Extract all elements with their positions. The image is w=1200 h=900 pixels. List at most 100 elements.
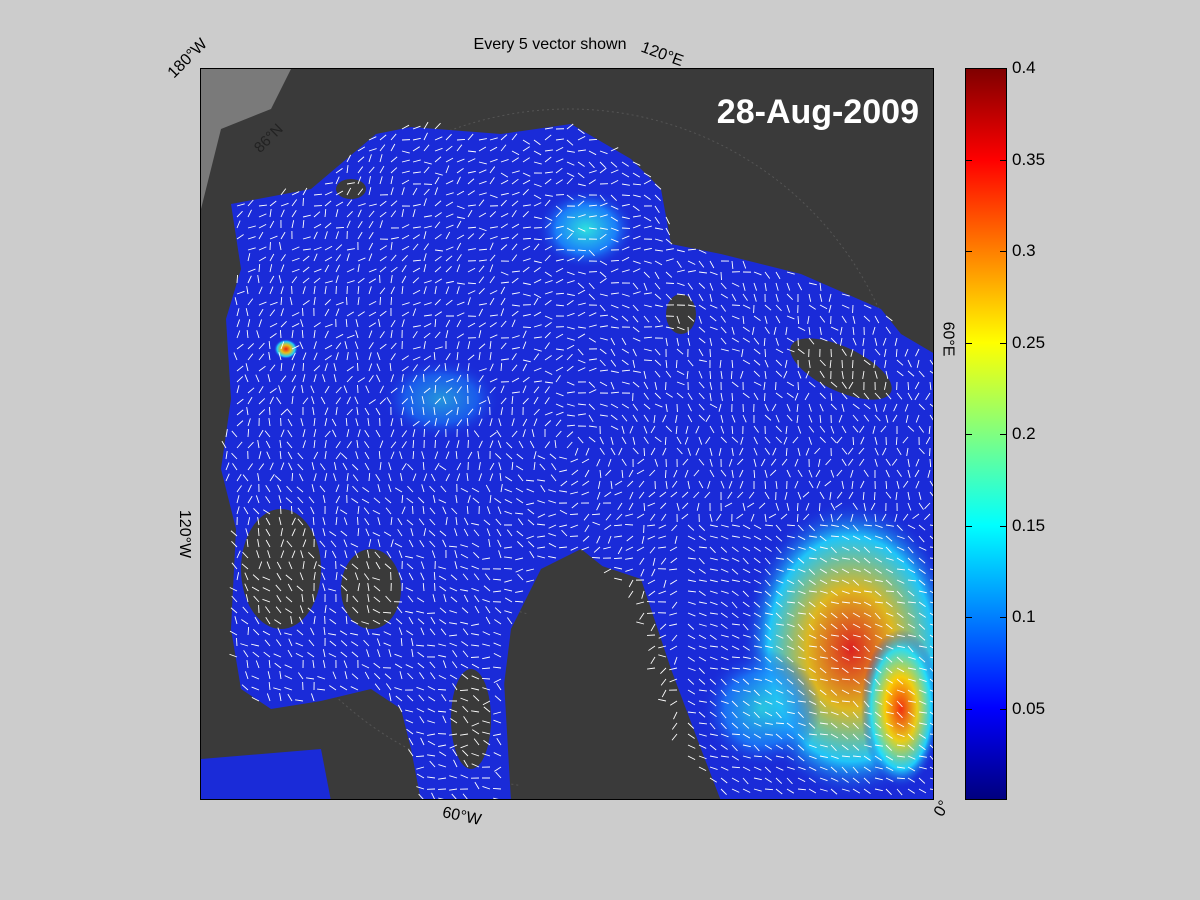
drift-vector: [442, 660, 447, 669]
drift-vector: [533, 348, 542, 352]
drift-vector: [273, 653, 282, 658]
drift-vector: [841, 689, 850, 695]
drift-vector: [522, 237, 532, 240]
drift-vector: [313, 374, 317, 383]
drift-vector: [629, 491, 634, 500]
drift-vector: [863, 546, 871, 553]
drift-vector: [676, 447, 683, 455]
drift-vector: [654, 348, 661, 356]
drift-vector: [379, 200, 387, 207]
drift-vector: [526, 488, 535, 493]
drift-vector: [687, 744, 696, 749]
drift-vector: [693, 491, 700, 499]
drift-vector: [456, 176, 461, 185]
drift-vector: [907, 711, 915, 717]
drift-vector: [221, 440, 227, 449]
drift-vector: [266, 561, 271, 570]
drift-vector: [280, 308, 284, 317]
drift-vector: [786, 755, 795, 761]
drift-vector: [786, 601, 796, 604]
drift-vector: [244, 572, 249, 581]
drift-vector: [907, 722, 916, 728]
drift-vector: [830, 788, 838, 795]
drift-vector: [819, 392, 826, 400]
drift-vector: [375, 429, 381, 438]
drift-vector: [346, 154, 352, 163]
drift-vector: [284, 632, 293, 636]
drift-vector: [477, 451, 480, 460]
drift-vector: [313, 231, 318, 240]
drift-vector: [808, 777, 816, 783]
drift-vector: [687, 557, 696, 560]
drift-vector: [438, 744, 447, 747]
drift-vector: [682, 502, 689, 510]
drift-vector: [445, 387, 453, 394]
drift-vector: [533, 293, 542, 299]
drift-vector: [786, 304, 791, 313]
drift-vector: [797, 315, 800, 325]
drift-vector: [753, 557, 761, 564]
drift-vector: [819, 722, 828, 725]
drift-vector: [335, 264, 340, 273]
drift-vector: [746, 502, 755, 508]
drift-vector: [533, 216, 542, 220]
drift-vector: [361, 498, 370, 504]
drift-vector: [764, 689, 772, 695]
drift-vector: [907, 733, 914, 740]
drift-vector: [505, 476, 513, 482]
drift-vector: [444, 363, 447, 372]
drift-vector: [388, 649, 392, 658]
drift-vector: [445, 133, 452, 141]
drift-vector: [599, 436, 604, 445]
drift-vector: [654, 260, 663, 266]
drift-vector: [412, 346, 421, 350]
drift-vector: [522, 363, 528, 372]
drift-vector: [254, 616, 260, 625]
drift-vector: [709, 601, 718, 606]
drift-vector: [705, 436, 711, 444]
drift-vector: [489, 352, 492, 361]
drift-vector: [852, 788, 861, 794]
drift-vector: [742, 788, 751, 793]
drift-vector: [841, 546, 850, 551]
drift-vector: [423, 198, 427, 207]
drift-vector: [571, 469, 579, 476]
drift-vector: [350, 619, 359, 625]
drift-vector: [621, 381, 630, 385]
drift-vector: [742, 744, 751, 748]
drift-vector: [302, 255, 310, 262]
drift-vector: [819, 337, 828, 342]
drift-vector: [302, 248, 311, 251]
drift-vector: [676, 337, 680, 346]
drift-vector: [438, 499, 447, 504]
drift-vector: [522, 204, 531, 207]
drift-vector: [522, 282, 531, 286]
drift-vector: [278, 385, 282, 394]
drift-vector: [255, 495, 260, 504]
drift-vector: [401, 179, 410, 185]
ocean-channel: [201, 749, 331, 799]
drift-vector: [438, 654, 447, 658]
drift-vector: [302, 362, 305, 372]
drift-vector: [764, 491, 770, 500]
drift-vector: [357, 188, 364, 196]
drift-vector: [874, 612, 881, 620]
drift-vector: [539, 463, 546, 471]
drift-vector: [236, 409, 244, 416]
drift-vector: [753, 623, 761, 630]
drift-vector: [632, 282, 639, 290]
drift-vector: [588, 389, 597, 394]
drift-vector: [241, 563, 249, 570]
drift-vector: [291, 352, 296, 361]
drift-vector: [647, 524, 656, 527]
drift-vector: [548, 555, 557, 559]
drift-vector: [848, 381, 854, 390]
drift-vector: [390, 210, 397, 218]
drift-vector: [830, 700, 839, 703]
drift-vector: [247, 517, 251, 526]
drift-vector: [313, 616, 316, 625]
drift-vector: [852, 623, 861, 629]
drift-vector: [720, 414, 724, 423]
colorbar-tick-label: 0.25: [1012, 332, 1046, 352]
drift-vector: [577, 436, 584, 444]
